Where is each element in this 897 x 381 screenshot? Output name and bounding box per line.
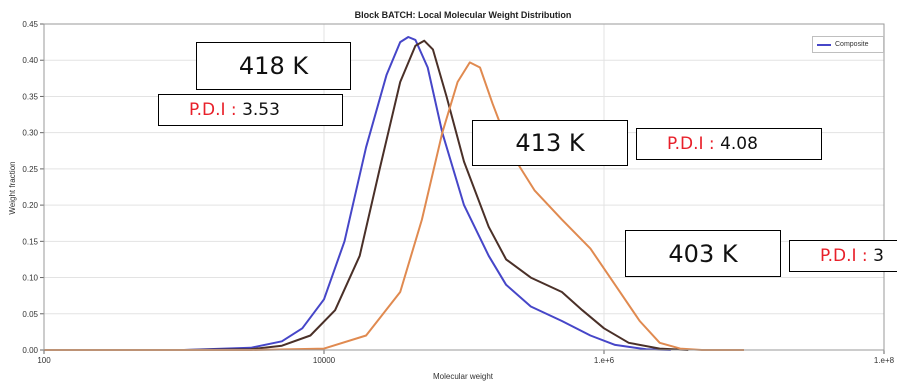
y-tick-label: 0.40 bbox=[22, 56, 38, 65]
series-line-2 bbox=[44, 39, 689, 351]
annotation-mw-2: 413 K bbox=[472, 120, 628, 166]
annotation-pdi-1-label: P.D.I : bbox=[189, 100, 237, 120]
axes: 0.00 0.05 0.10 0.15 0.20 0.25 0.30 0.35 0.40 0.45… bbox=[22, 20, 894, 365]
series-line-1 bbox=[44, 36, 671, 351]
y-tick-label: 0.15 bbox=[22, 237, 38, 246]
chart-title: Block BATCH: Local Molecular Weight Dist… bbox=[355, 10, 572, 20]
annotation-pdi-1-value: 3.53 bbox=[242, 100, 280, 120]
annotation-mw-3: 403 K bbox=[625, 230, 781, 277]
annotation-mw-1: 418 K bbox=[196, 42, 351, 90]
y-tick-label: 0.35 bbox=[22, 92, 38, 101]
x-tick-label: 10000 bbox=[313, 356, 336, 365]
y-tick-label: 0.10 bbox=[22, 274, 38, 283]
x-axis-label: Molecular weight bbox=[433, 372, 494, 381]
legend: Composite bbox=[812, 36, 884, 53]
legend-swatch-composite bbox=[817, 43, 831, 46]
legend-label-composite: Composite bbox=[835, 41, 869, 48]
x-tick-label: 1.e+8 bbox=[874, 356, 895, 365]
y-tick-label: 0.05 bbox=[22, 310, 38, 319]
y-axis-label: Weight fraction bbox=[8, 161, 17, 214]
annotation-pdi-3: P.D.I : 3 bbox=[789, 240, 897, 272]
annotation-pdi-3-value: 3 bbox=[873, 246, 884, 266]
series-layer bbox=[44, 36, 744, 351]
y-tick-label: 0.25 bbox=[22, 165, 38, 174]
x-tick-label: 100 bbox=[37, 356, 51, 365]
annotation-mw-1-text: 418 K bbox=[238, 52, 309, 80]
plot-frame bbox=[43, 23, 885, 351]
annotation-pdi-2: P.D.I : 4.08 bbox=[636, 128, 822, 160]
annotation-pdi-2-value: 4.08 bbox=[720, 134, 758, 154]
x-tick-label: 1.e+6 bbox=[594, 356, 615, 365]
annotation-mw-2-text: 413 K bbox=[515, 129, 585, 157]
annotation-pdi-2-label: P.D.I : bbox=[667, 134, 715, 154]
series-line-3 bbox=[44, 61, 744, 351]
y-tick-label: 0.20 bbox=[22, 201, 38, 210]
y-tick-label: 0.45 bbox=[22, 20, 38, 29]
annotation-pdi-1: P.D.I : 3.53 bbox=[158, 94, 343, 126]
y-tick-label: 0.00 bbox=[22, 346, 38, 355]
annotation-mw-3-text: 403 K bbox=[668, 239, 738, 268]
y-tick-label: 0.30 bbox=[22, 129, 38, 138]
annotation-pdi-3-label: P.D.I : bbox=[820, 246, 868, 266]
